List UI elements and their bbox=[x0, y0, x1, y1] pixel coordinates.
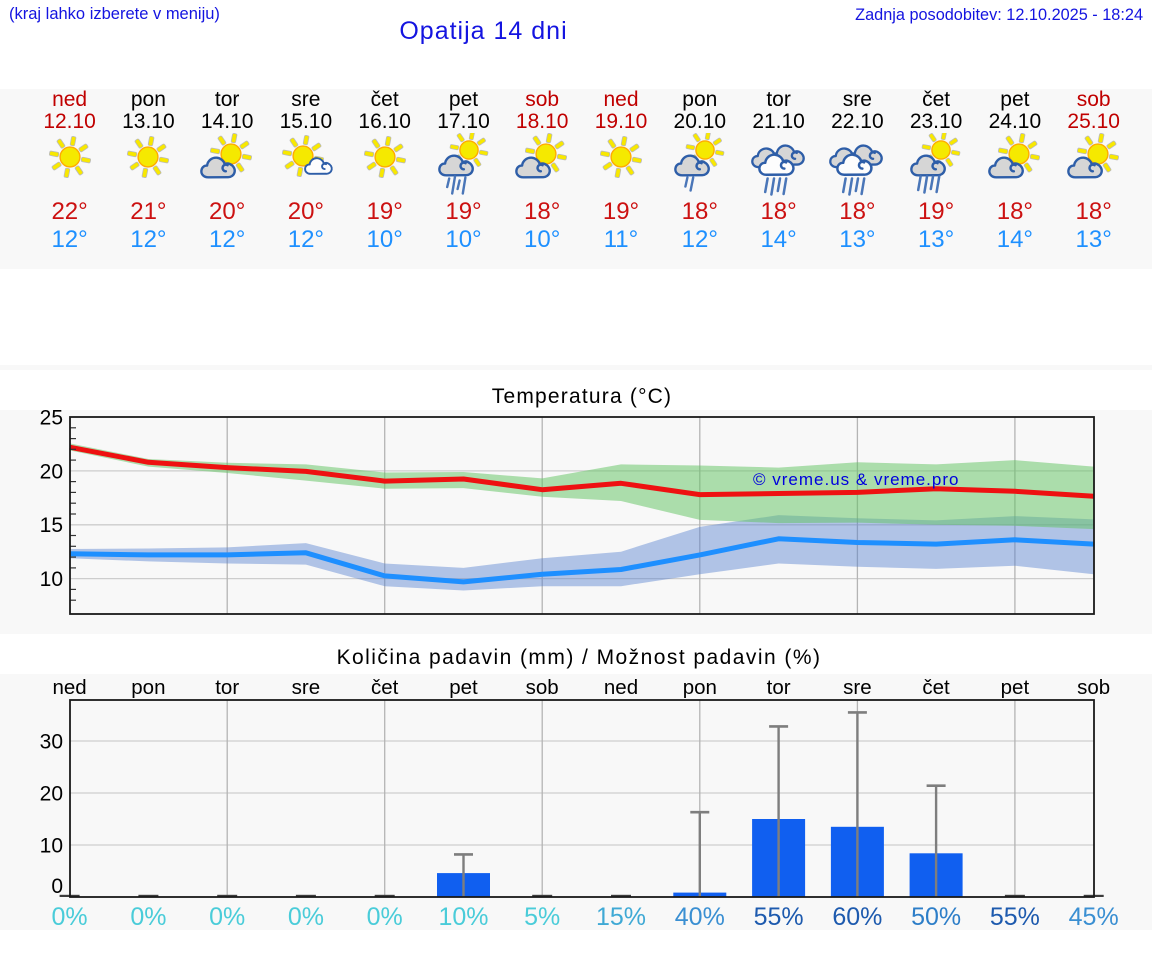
svg-text:sob: sob bbox=[526, 676, 559, 699]
svg-text:20: 20 bbox=[40, 460, 63, 483]
svg-text:tor: tor bbox=[767, 676, 791, 699]
svg-text:10: 10 bbox=[40, 835, 63, 858]
svg-text:30: 30 bbox=[40, 731, 63, 754]
svg-text:čet: čet bbox=[371, 676, 399, 699]
svg-text:20: 20 bbox=[40, 783, 63, 806]
svg-text:ned: ned bbox=[604, 676, 638, 699]
svg-text:sre: sre bbox=[843, 676, 871, 699]
svg-text:pet: pet bbox=[449, 676, 478, 699]
svg-text:15: 15 bbox=[40, 514, 63, 537]
svg-text:čet: čet bbox=[922, 676, 950, 699]
svg-text:25: 25 bbox=[40, 408, 63, 430]
svg-text:ned: ned bbox=[52, 676, 86, 699]
svg-text:sob: sob bbox=[1077, 676, 1110, 699]
svg-text:pon: pon bbox=[683, 676, 717, 699]
svg-text:10: 10 bbox=[40, 568, 63, 591]
svg-text:0: 0 bbox=[51, 875, 63, 898]
svg-text:pet: pet bbox=[1001, 676, 1030, 699]
svg-text:tor: tor bbox=[215, 676, 239, 699]
svg-text:© vreme.us & vreme.pro: © vreme.us & vreme.pro bbox=[753, 470, 959, 489]
svg-text:pon: pon bbox=[131, 676, 165, 699]
svg-text:sre: sre bbox=[292, 676, 320, 699]
